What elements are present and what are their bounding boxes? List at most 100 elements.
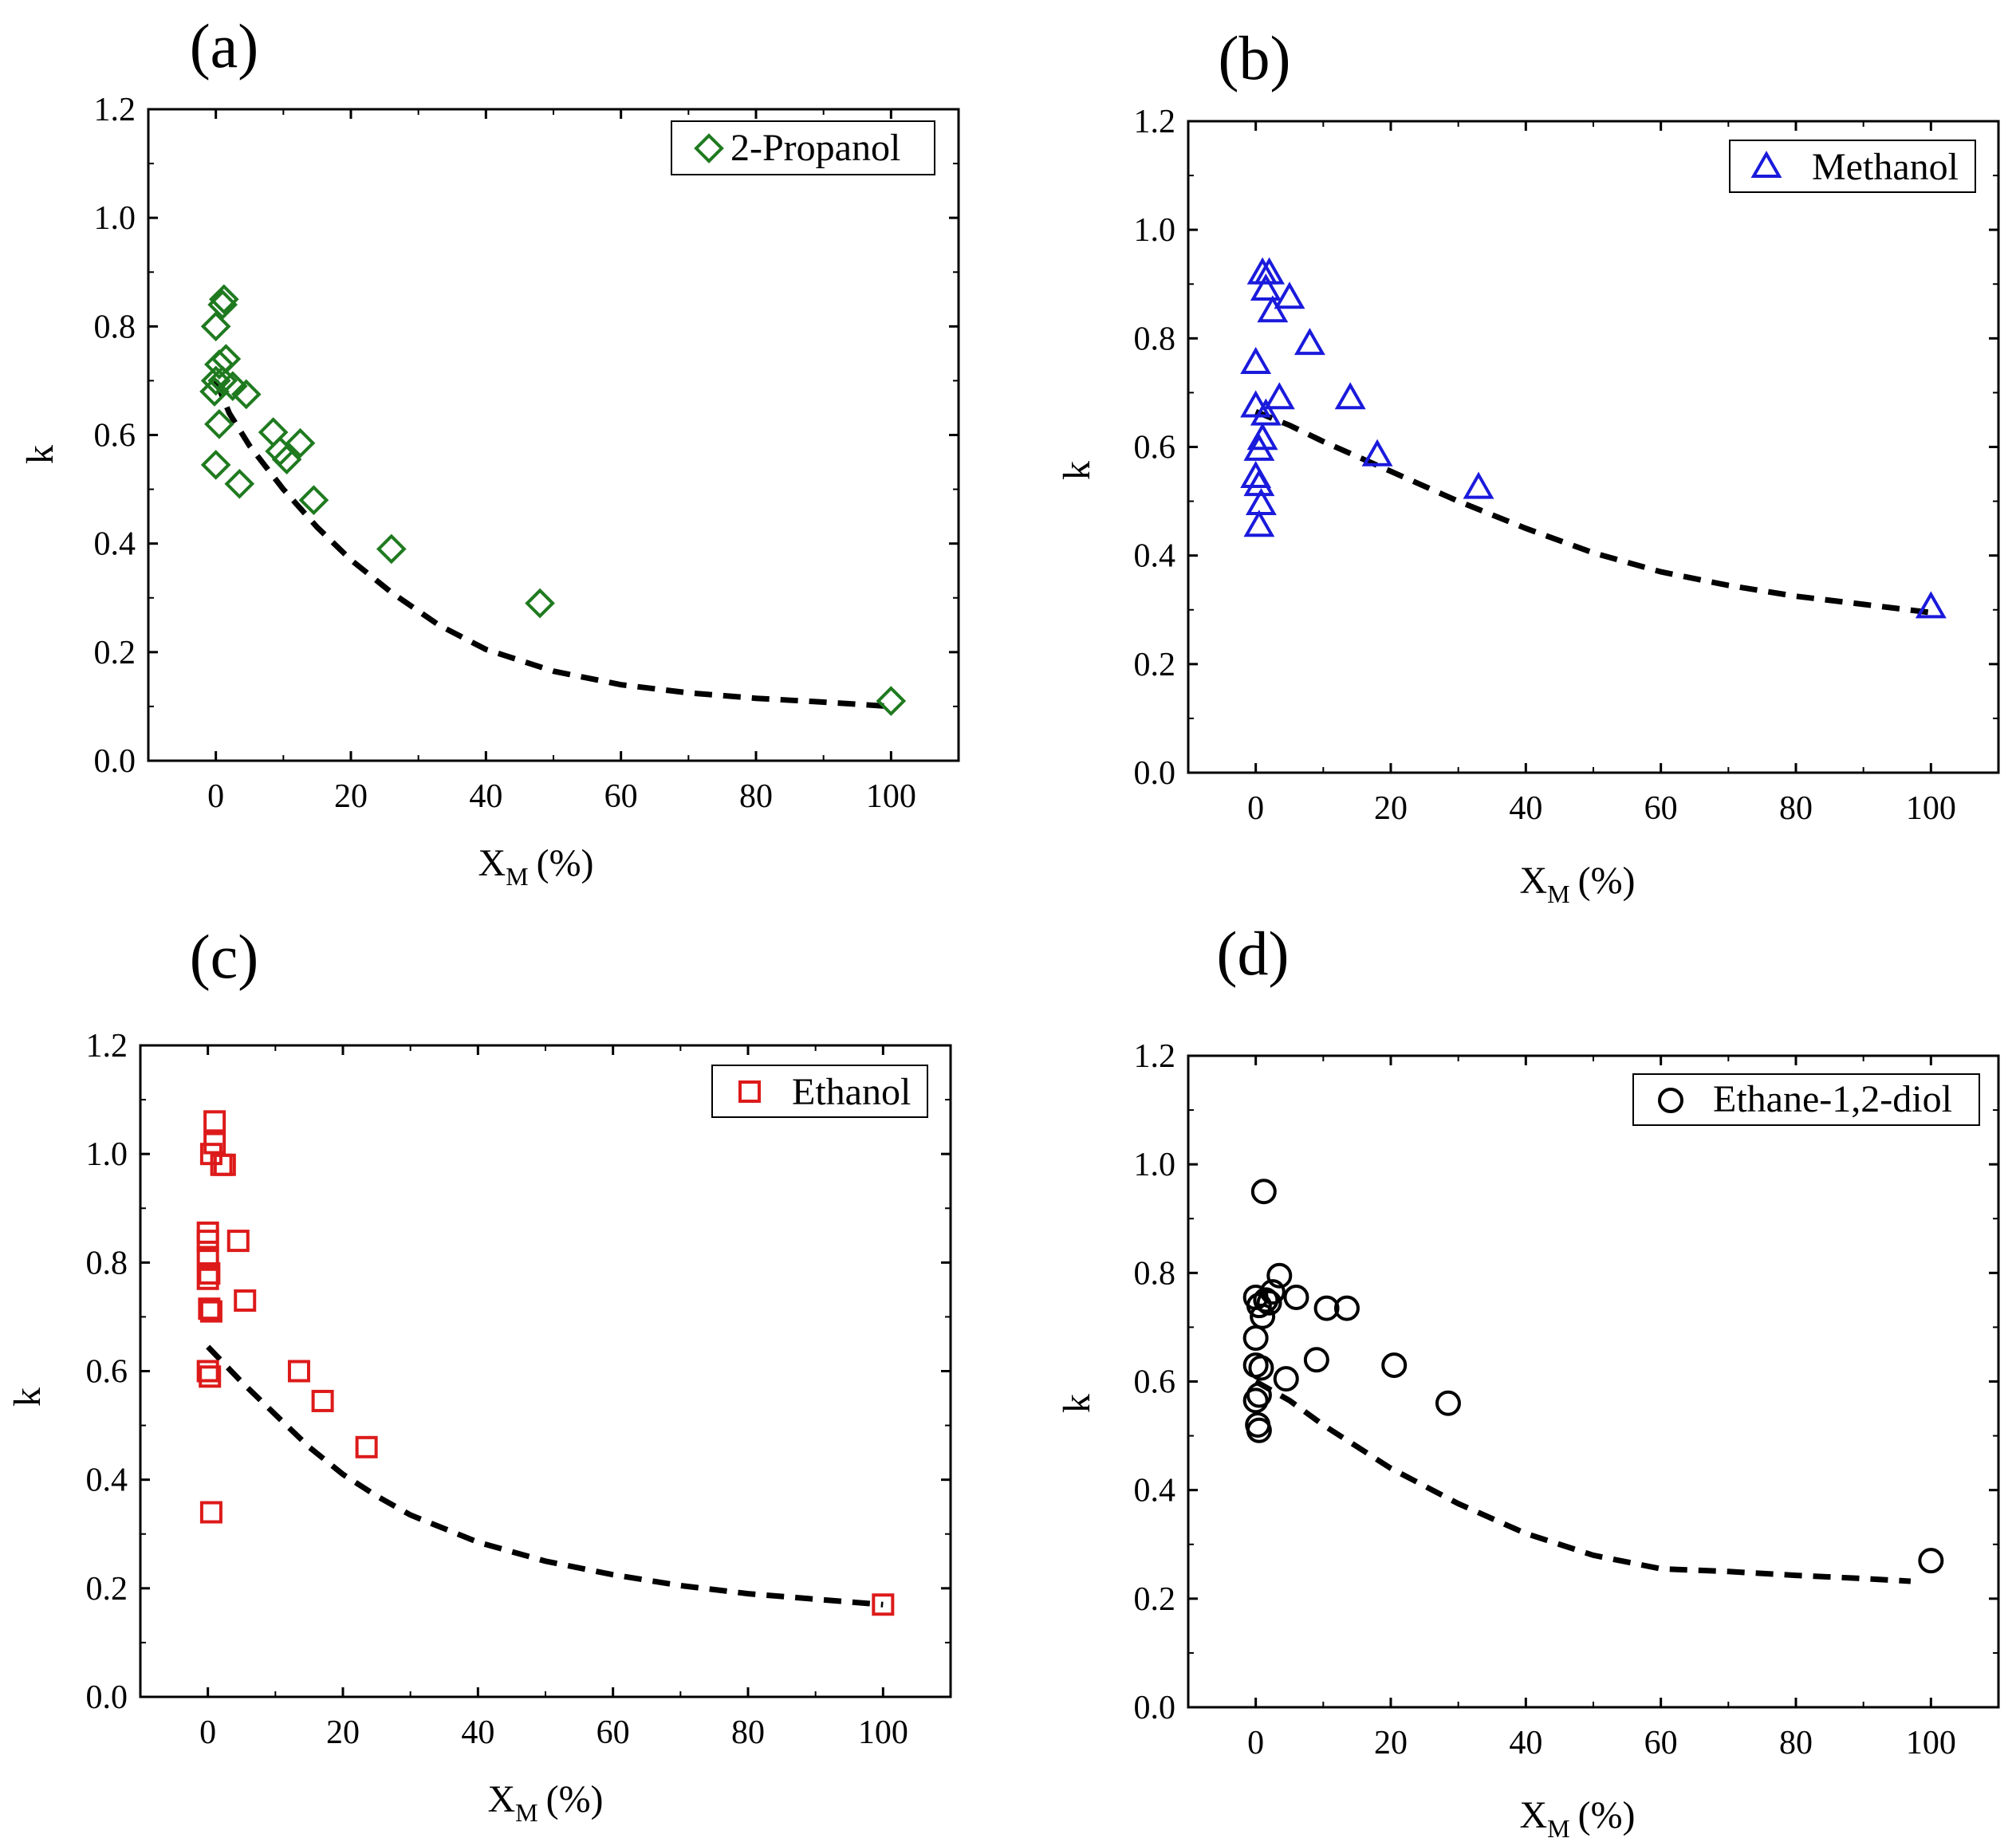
x-tick-label: 40 [461, 1714, 494, 1751]
data-point [196, 1360, 219, 1383]
data-point [1250, 1179, 1277, 1205]
legend-box [711, 1065, 928, 1118]
data-point [208, 284, 239, 315]
fit-line [1254, 1379, 1912, 1584]
x-axis-label: XM (%) [1519, 860, 1635, 908]
legend-marker [738, 1080, 761, 1103]
ticks: 0 20 40 60 80 100 0.0 0.2 0.4 0.6 0.8 1.0 1.2 [1134, 104, 1999, 827]
data-point [285, 427, 316, 459]
data-point [200, 311, 231, 342]
y-tick-label: 0.4 [1134, 1473, 1176, 1509]
data-point [204, 409, 234, 439]
data-point [311, 1389, 334, 1412]
x-tick-label: 80 [731, 1714, 765, 1751]
data-point [1463, 471, 1494, 499]
data-point [355, 1435, 378, 1458]
data-point [872, 1593, 895, 1616]
plot-frame [1187, 120, 2000, 774]
data-point [1283, 1284, 1309, 1310]
x-tick-label: 100 [1906, 1725, 1956, 1761]
y-tick-label: 0.0 [1134, 1690, 1176, 1726]
data-point [196, 1267, 219, 1290]
data-point [200, 365, 231, 396]
data-point [204, 349, 234, 380]
fit-line [213, 380, 892, 710]
x-tick-label: 60 [597, 1714, 630, 1751]
data-point [1246, 1417, 1272, 1443]
y-tick-label: 0.4 [1134, 538, 1176, 575]
y-tick-label: 0.0 [86, 1679, 128, 1716]
data-point [1243, 510, 1275, 537]
x-axis-label: XM (%) [1519, 1794, 1635, 1842]
x-tick-label: 60 [1644, 790, 1678, 827]
data-point [200, 450, 231, 480]
panel-label: (b) [1219, 23, 1291, 92]
legend-marker-symbol [1658, 1088, 1683, 1113]
legend-label: Methanol [1812, 146, 1959, 188]
legend-label: Ethane-1,2-diol [1713, 1078, 1952, 1120]
y-tick-label: 0.8 [94, 309, 136, 345]
legend-marker-symbol [738, 1080, 761, 1103]
data-point [1248, 1355, 1274, 1381]
data-point [234, 1289, 257, 1312]
ticks: 0 20 40 60 80 100 0.0 0.2 0.4 0.6 0.8 1.0 1.2 [86, 1028, 951, 1751]
data-point [525, 588, 555, 619]
data-points [1240, 257, 1947, 619]
x-tick-label: 80 [1779, 1725, 1813, 1761]
x-tick-label: 0 [1247, 1725, 1264, 1761]
x-tick-label: 40 [1509, 790, 1542, 827]
y-tick-label: 1.2 [94, 92, 136, 128]
data-point [1313, 1295, 1340, 1321]
legend-marker [1658, 1088, 1683, 1113]
fit-line [1254, 408, 1931, 616]
y-tick-label: 0.4 [94, 526, 136, 563]
data-point [1303, 1347, 1329, 1373]
data-point [876, 686, 907, 716]
data-points [199, 284, 907, 716]
y-tick-label: 0.6 [86, 1354, 128, 1391]
plot-frame [147, 108, 960, 762]
fit-curve [213, 380, 892, 710]
data-point [1293, 328, 1325, 356]
legend: Ethane-1,2-diol [1632, 1073, 1980, 1126]
panel-b: (b) 0 20 40 60 80 100 0.0 0.2 0.4 0.6 0.8 1.0 1.2 Me… [1056, 23, 2000, 908]
x-tick-label: 20 [1374, 1725, 1408, 1761]
data-point [298, 485, 329, 516]
y-tick-label: 0.2 [86, 1571, 128, 1608]
plot-frame [1187, 1054, 2000, 1709]
x-tick-label: 0 [1247, 790, 1264, 827]
data-point [1361, 439, 1393, 466]
data-point [198, 1297, 221, 1320]
data-point [1246, 423, 1278, 451]
x-tick-label: 20 [334, 778, 368, 815]
x-tick-label: 100 [1906, 790, 1956, 827]
x-tick-label: 0 [199, 1714, 216, 1751]
data-point [1273, 1366, 1299, 1392]
data-point [1250, 398, 1282, 426]
ticks: 0 20 40 60 80 100 0.0 0.2 0.4 0.6 0.8 1.0 1.2 [94, 92, 959, 815]
legend-marker-symbol [1750, 150, 1782, 178]
fit-curve [1254, 408, 1931, 616]
data-point [224, 468, 255, 499]
x-tick-label: 60 [604, 778, 638, 815]
fit-line [206, 1344, 884, 1608]
legend-label: 2-Propanol [730, 127, 900, 169]
y-axis-label: k [1056, 1394, 1098, 1413]
x-axis-label: XM (%) [478, 842, 593, 891]
data-point [1334, 382, 1366, 410]
legend-marker-symbol [694, 133, 724, 163]
legend: Ethanol [711, 1065, 928, 1118]
x-tick-label: 80 [739, 778, 773, 815]
legend-marker [694, 133, 724, 163]
data-point [1243, 433, 1275, 461]
y-tick-label: 1.0 [86, 1136, 128, 1173]
x-tick-label: 40 [1509, 1725, 1542, 1761]
x-tick-label: 20 [326, 1714, 360, 1751]
data-point [203, 1110, 226, 1133]
data-point [1242, 1325, 1269, 1352]
data-point [199, 1501, 222, 1524]
y-tick-label: 0.2 [94, 635, 136, 671]
data-point [230, 379, 262, 410]
data-points [1242, 1179, 1944, 1574]
data-point [1250, 274, 1282, 301]
